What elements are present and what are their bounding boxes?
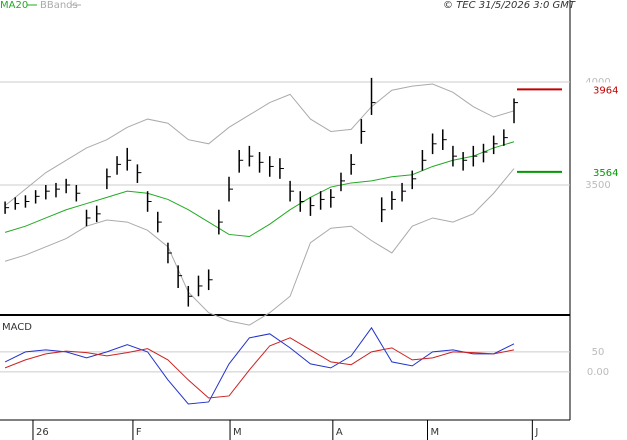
ma-line bbox=[4, 141, 515, 238]
y-tick-label: 0.00 bbox=[587, 367, 609, 378]
x-tick-label: J bbox=[534, 427, 538, 438]
y-tick-label: 3500 bbox=[585, 180, 610, 191]
copyright: © TEC 31/5/2026 3:0 GMT bbox=[443, 0, 576, 11]
level-label-bg bbox=[571, 82, 627, 97]
level-label-bg bbox=[571, 164, 627, 179]
x-tick-label: F bbox=[136, 427, 142, 438]
level-label: 3564 bbox=[593, 168, 618, 179]
x-tick-label: A bbox=[336, 427, 343, 438]
x-tick-label: M bbox=[233, 427, 242, 438]
y-tick-label: 50 bbox=[592, 347, 605, 358]
band-line bbox=[4, 83, 515, 206]
panel-title: MACD bbox=[2, 322, 32, 333]
macd-line bbox=[4, 326, 515, 405]
band-line bbox=[4, 168, 515, 326]
x-tick-label: 26 bbox=[36, 427, 49, 438]
macd-line bbox=[4, 337, 515, 399]
legend-label: BBands bbox=[40, 0, 78, 11]
x-tick-label: M bbox=[431, 427, 440, 438]
legend-label: MA20 bbox=[0, 0, 28, 11]
level-label: 3964 bbox=[593, 85, 618, 96]
